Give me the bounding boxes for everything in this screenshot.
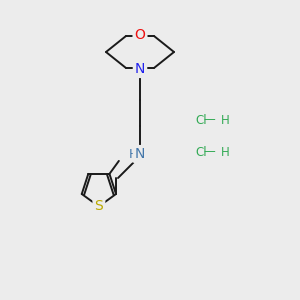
Text: N: N xyxy=(135,147,145,161)
Text: H: H xyxy=(221,146,230,158)
Text: O: O xyxy=(135,28,146,42)
Text: S: S xyxy=(94,200,103,213)
Text: N: N xyxy=(135,62,145,76)
Text: Cl: Cl xyxy=(195,146,207,158)
Text: H: H xyxy=(128,148,138,160)
Text: H: H xyxy=(221,113,230,127)
Text: —: — xyxy=(203,146,215,158)
Text: —: — xyxy=(203,113,215,127)
Text: Cl: Cl xyxy=(195,113,207,127)
